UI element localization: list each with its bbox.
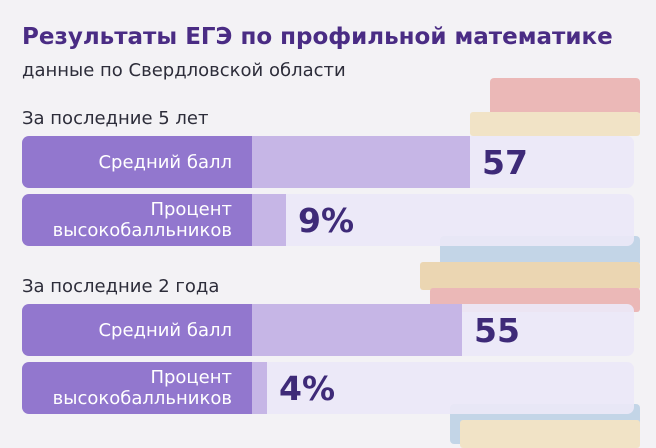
- bar-fill: [252, 194, 286, 246]
- bar-label: Средний балл: [22, 304, 252, 356]
- bar-value: 55: [474, 310, 520, 350]
- bar-row-avg-score-5-years: Средний балл 57: [22, 136, 634, 188]
- page-title: Результаты ЕГЭ по профильной математике: [22, 24, 613, 50]
- bar-fill: [252, 304, 462, 356]
- page-subtitle: данные по Свердловской области: [22, 60, 346, 81]
- bar-label: Процент высокобалльников: [22, 362, 252, 414]
- bar-label: Средний балл: [22, 136, 252, 188]
- section-title-2-years: За последние 2 года: [22, 276, 220, 297]
- bar-value: 9%: [298, 200, 355, 240]
- bar-label: Процент высокобалльников: [22, 194, 252, 246]
- bar-value: 57: [482, 142, 528, 182]
- bar-row-high-score-percent-5-years: Процент высокобалльников 9%: [22, 194, 634, 246]
- section-title-5-years: За последние 5 лет: [22, 108, 209, 129]
- bar-row-high-score-percent-2-years: Процент высокобалльников 4%: [22, 362, 634, 414]
- bar-row-avg-score-2-years: Средний балл 55: [22, 304, 634, 356]
- bar-fill: [252, 362, 267, 414]
- bar-fill: [252, 136, 470, 188]
- bar-value: 4%: [279, 368, 336, 408]
